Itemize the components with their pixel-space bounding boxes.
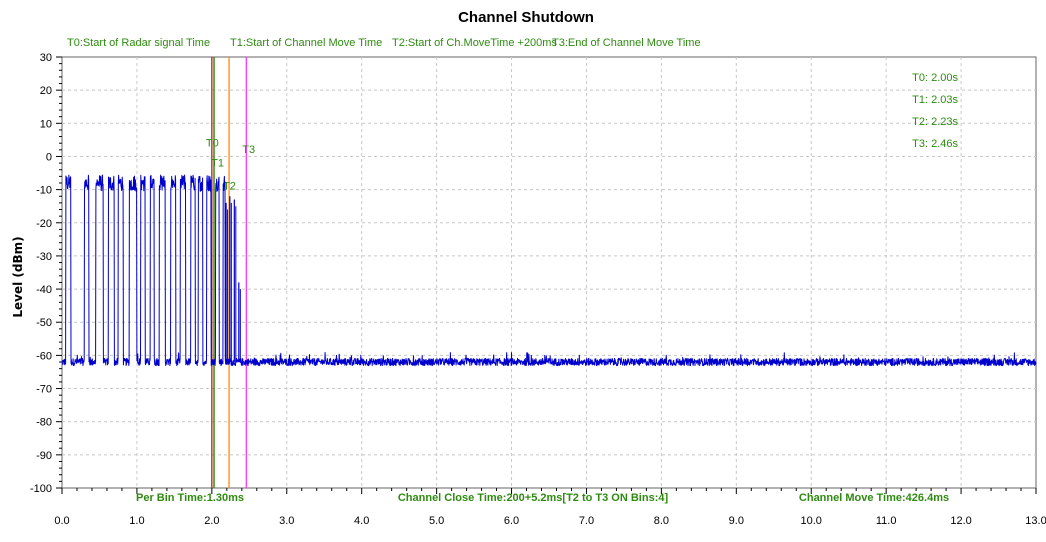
y-tick-label: -60: [36, 350, 52, 362]
y-tick-label: -50: [36, 317, 52, 329]
x-tick-label: 4.0: [354, 515, 369, 527]
marker-t1-label: T1: [211, 157, 224, 169]
footer-channel-move-time: Channel Move Time:426.4ms: [799, 492, 949, 504]
y-tick-label: -20: [36, 218, 52, 230]
legend-t3: T3:End of Channel Move Time: [552, 37, 701, 49]
y-tick-label: -70: [36, 384, 52, 396]
marker-t0-label: T0: [206, 138, 219, 150]
y-tick-label: 10: [40, 118, 52, 130]
x-tick-label: 6.0: [504, 515, 519, 527]
x-tick-label: 2.0: [204, 515, 219, 527]
y-tick-label: -30: [36, 251, 52, 263]
y-tick-label: 30: [40, 52, 52, 64]
x-tick-label: 9.0: [729, 515, 744, 527]
plot-area: [61, 56, 1037, 489]
x-tick-label: 10.0: [801, 515, 822, 527]
y-tick-label: 20: [40, 85, 52, 97]
series-trace: [61, 174, 1037, 367]
readout-t3: T3: 2.46s: [912, 138, 958, 150]
legend-t1: T1:Start of Channel Move Time: [230, 37, 382, 49]
y-axis-label: Level (dBm): [11, 236, 25, 317]
y-tick-label: -90: [36, 450, 52, 462]
x-tick-label: 3.0: [279, 515, 294, 527]
legend-t2: T2:Start of Ch.MoveTime +200ms: [392, 37, 557, 49]
x-tick-label: 7.0: [579, 515, 594, 527]
y-tick-label: -80: [36, 417, 52, 429]
readout-t1: T1: 2.03s: [912, 94, 958, 106]
y-tick-label: -10: [36, 185, 52, 197]
readout-t0: T0: 2.00s: [912, 72, 958, 84]
marker-t2-label: T2: [223, 181, 236, 193]
x-tick-label: 8.0: [654, 515, 669, 527]
chart-title: Channel Shutdown: [458, 9, 594, 26]
x-tick-label: 11.0: [876, 515, 897, 527]
x-tick-label: 0.0: [54, 515, 69, 527]
y-tick-label: -40: [36, 284, 52, 296]
marker-t3-label: T3: [242, 144, 255, 156]
y-tick-label: 0: [46, 151, 52, 163]
footer-per-bin-time: Per Bin Time:1.30ms: [136, 492, 244, 504]
x-tick-label: 12.0: [950, 515, 971, 527]
readout-t2: T2: 2.23s: [912, 116, 958, 128]
x-tick-label: 5.0: [429, 515, 444, 527]
x-tick-label: 13.0: [1025, 515, 1046, 527]
footer-channel-close-time: Channel Close Time:200+5.2ms[T2 to T3 ON…: [398, 492, 669, 504]
y-tick-label: -100: [30, 483, 52, 495]
x-tick-label: 1.0: [129, 515, 144, 527]
legend-t0: T0:Start of Radar signal Time: [67, 37, 210, 49]
